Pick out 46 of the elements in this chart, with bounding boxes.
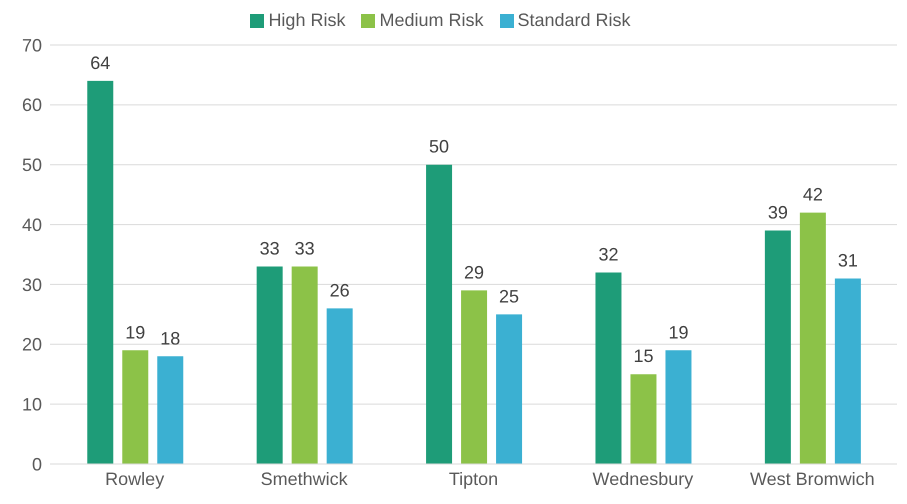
x-tick-label: Rowley [105,468,164,489]
data-label: 29 [464,262,484,282]
bar [800,212,826,464]
data-label: 32 [598,244,618,264]
bar [326,308,353,464]
bar [122,350,148,464]
bar [157,356,184,464]
bar [292,266,318,464]
bar [256,266,283,464]
bar [496,314,522,464]
data-label: 15 [633,346,654,366]
data-label: 25 [499,286,520,306]
data-label: 33 [294,238,315,258]
data-label: 42 [802,184,823,205]
y-tick-label: 50 [22,155,42,176]
y-tick-label: 0 [32,454,42,474]
y-tick-label: 10 [22,394,42,415]
data-label: 33 [260,238,280,258]
bar [665,350,692,464]
bar [87,80,114,464]
legend-label: Medium Risk [379,10,484,30]
data-label: 39 [768,202,788,223]
x-tick-label: West Bromwich [750,468,875,489]
bar [764,230,791,464]
legend-label: Standard Risk [518,10,631,30]
bar [834,278,861,464]
bar [426,164,452,464]
y-tick-label: 30 [22,274,42,295]
y-tick-label: 70 [22,35,42,56]
y-tick-label: 40 [22,214,42,235]
x-tick-label: Wednesbury [592,468,694,489]
data-label: 64 [90,52,110,73]
bar [630,374,656,464]
bar [461,290,488,464]
data-label: 50 [429,136,450,157]
y-tick-label: 20 [22,334,42,355]
bar [595,272,622,464]
data-label: 19 [668,322,688,342]
legend-label: High Risk [268,10,346,30]
data-label: 19 [125,322,146,342]
data-label: 31 [838,250,858,270]
x-tick-label: Smethwick [260,468,349,489]
x-tick-label: Tipton [448,468,498,489]
y-tick-label: 60 [22,95,42,116]
data-label: 18 [160,328,180,348]
data-label: 26 [330,280,350,300]
